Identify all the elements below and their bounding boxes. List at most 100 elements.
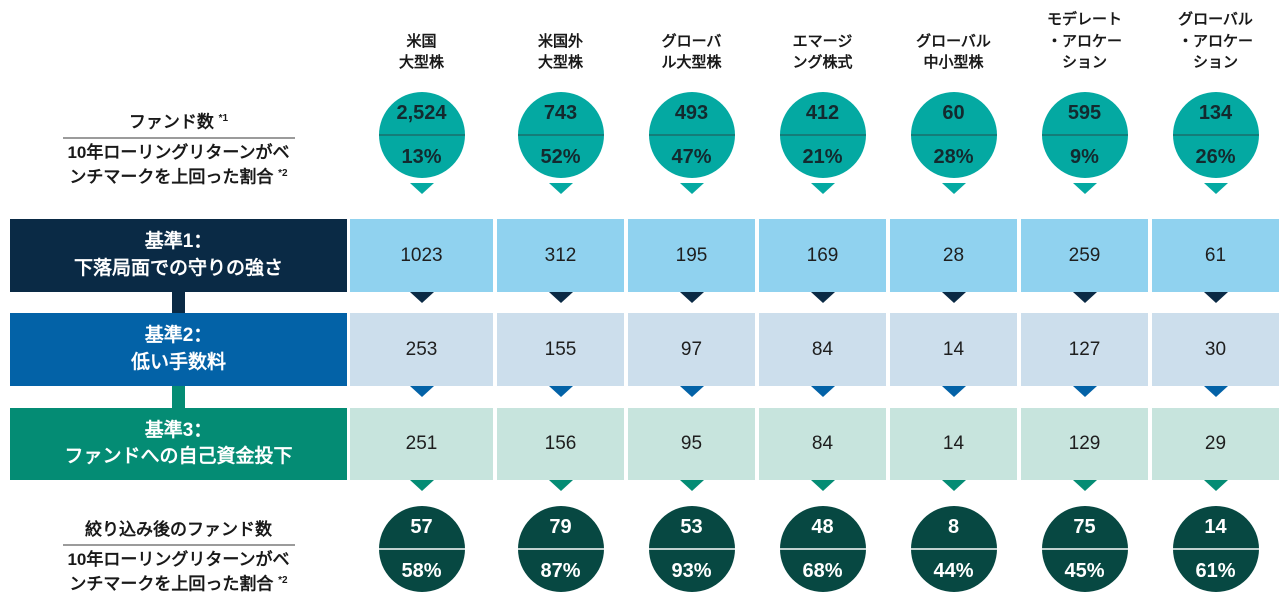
fund-count-value: 2,524 <box>396 101 447 124</box>
criterion-1-cell: 195 <box>628 219 755 303</box>
filtered-fund-circle: 14 61% <box>1172 506 1259 592</box>
criterion-3-cell: 129 <box>1021 408 1148 491</box>
filtered-beat-pct: 68% <box>802 559 843 582</box>
filtered-fund-circle: 53 93% <box>648 506 735 592</box>
filtered-count-value: 75 <box>1073 515 1096 538</box>
flow-arrow-icon <box>679 386 704 397</box>
flow-arrow-icon <box>1072 386 1097 397</box>
cell-value: 259 <box>1068 244 1101 266</box>
filtered-beat-pct: 44% <box>933 559 974 582</box>
label-divider <box>62 136 295 139</box>
criterion-2-band: 基準2： 低い手数料 253 155 97 84 14 127 30 <box>0 313 1280 397</box>
criterion-3-band: 基準3： ファンドへの自己資金投下 251 156 95 84 14 129 2… <box>0 408 1280 491</box>
flow-arrow-icon <box>679 292 704 303</box>
benchmark-beat-pct: 28% <box>933 145 974 168</box>
header-spacer <box>10 0 347 76</box>
benchmark-beat-line2: ンチマークを上回った割合 *2 <box>67 570 289 595</box>
circle-divider <box>1172 548 1259 550</box>
criterion-1-title: 基準1： <box>144 231 213 253</box>
benchmark-beat-text: ンチマークを上回った割合 <box>69 167 274 187</box>
criterion-1-cell: 169 <box>759 219 886 303</box>
fund-count-value: 412 <box>805 101 840 124</box>
filtered-count-value: 48 <box>811 515 834 538</box>
fund-count-circle: 743 52% <box>517 92 604 178</box>
filtered-fund-circle: 8 44% <box>910 506 997 592</box>
cell-value: 155 <box>544 338 577 360</box>
fund-count-value: 743 <box>543 101 578 124</box>
benchmark-beat-label: 10年ローリングリターンがベ ンチマークを上回った割合 *2 <box>67 142 289 188</box>
label-divider <box>62 544 295 546</box>
footnote-ref-2: *2 <box>278 575 288 586</box>
fund-count-circle: 493 47% <box>648 92 735 178</box>
connector-line <box>172 292 185 313</box>
flow-arrow-icon <box>1203 386 1228 397</box>
criterion-3-label: 基準3： ファンドへの自己資金投下 <box>10 408 347 480</box>
benchmark-beat-label-bottom: 10年ローリングリターンがベ ンチマークを上回った割合 *2 <box>67 549 289 595</box>
flow-arrow-icon <box>941 183 966 194</box>
criterion-2-cell: 84 <box>759 313 886 397</box>
circle-divider <box>648 134 735 136</box>
flow-arrow-icon <box>409 386 434 397</box>
filtered-count-value: 14 <box>1204 515 1227 538</box>
initial-funds-label: ファンド数 *1 10年ローリングリターンがベ ンチマークを上回った割合 *2 <box>10 92 347 187</box>
cell-value: 312 <box>544 244 577 266</box>
flow-arrow-icon <box>409 183 434 194</box>
criterion-2-cell: 127 <box>1021 313 1148 397</box>
circle-divider <box>517 548 604 550</box>
cell-value: 169 <box>806 244 839 266</box>
cell-value: 253 <box>405 338 438 360</box>
filtered-fund-circle: 75 45% <box>1041 506 1128 592</box>
criterion-1-band: 基準1： 下落局面での守りの強さ 1023 312 195 169 28 259… <box>0 219 1280 303</box>
circle-divider <box>517 134 604 136</box>
cell-value: 29 <box>1204 433 1227 454</box>
cell-value: 28 <box>942 244 965 266</box>
initial-funds-row: ファンド数 *1 10年ローリングリターンがベ ンチマークを上回った割合 *2 … <box>0 92 1280 198</box>
fund-count-circle: 134 26% <box>1172 92 1259 178</box>
filtered-count-value: 8 <box>947 515 960 538</box>
filtered-count-value: 57 <box>410 515 433 538</box>
criterion-1-cell: 259 <box>1021 219 1148 303</box>
benchmark-beat-line2: ンチマークを上回った割合 *2 <box>67 163 289 188</box>
criterion-2-desc: 低い手数料 <box>130 351 226 373</box>
criterion-1-desc: 下落局面での守りの強さ <box>73 257 283 279</box>
flow-arrow-icon <box>548 183 573 194</box>
fund-count-circle: 412 21% <box>779 92 866 178</box>
criterion-2-cell: 253 <box>350 313 493 397</box>
funds-count-label: ファンド数 *1 <box>129 108 228 133</box>
fund-count-circle: 595 9% <box>1041 92 1128 178</box>
flow-arrow-icon <box>1072 183 1097 194</box>
cell-value: 14 <box>942 433 965 454</box>
benchmark-beat-line1: 10年ローリングリターンがベ <box>67 142 290 162</box>
criterion-2-cell: 97 <box>628 313 755 397</box>
criterion-1-label: 基準1： 下落局面での守りの強さ <box>10 219 347 292</box>
filtered-beat-pct: 58% <box>401 559 442 582</box>
criterion-3-cell: 95 <box>628 408 755 491</box>
flow-arrow-icon <box>548 292 573 303</box>
cell-value: 30 <box>1204 338 1227 360</box>
circle-divider <box>1041 134 1128 136</box>
criterion-2-cell: 30 <box>1152 313 1279 397</box>
fund-count-value: 134 <box>1198 101 1233 124</box>
cell-value: 1023 <box>400 244 443 266</box>
funds-count-text: ファンド数 <box>128 112 214 132</box>
column-header: 米国 大型株 <box>398 32 444 72</box>
criterion-3-cell: 156 <box>497 408 624 491</box>
criterion-3-desc: ファンドへの自己資金投下 <box>64 446 293 467</box>
flow-arrow-icon <box>810 386 835 397</box>
cell-value: 61 <box>1204 244 1227 266</box>
cell-value: 195 <box>675 244 708 266</box>
flow-arrow-icon <box>679 480 704 491</box>
cell-value: 97 <box>680 338 703 360</box>
cell-value: 156 <box>544 433 577 454</box>
fund-count-value: 60 <box>942 101 965 124</box>
filtered-count-label: 絞り込み後のファンド数 <box>85 519 272 540</box>
filtered-beat-pct: 61% <box>1195 559 1236 582</box>
column-header: 米国外 大型株 <box>537 32 583 72</box>
flow-arrow-icon <box>941 386 966 397</box>
benchmark-beat-pct: 52% <box>540 145 581 168</box>
benchmark-beat-text: ンチマークを上回った割合 <box>69 574 274 594</box>
flow-arrow-icon <box>1203 183 1228 194</box>
flow-arrow-icon <box>409 292 434 303</box>
criterion-2-cell: 155 <box>497 313 624 397</box>
criterion-3-cell: 29 <box>1152 408 1279 491</box>
